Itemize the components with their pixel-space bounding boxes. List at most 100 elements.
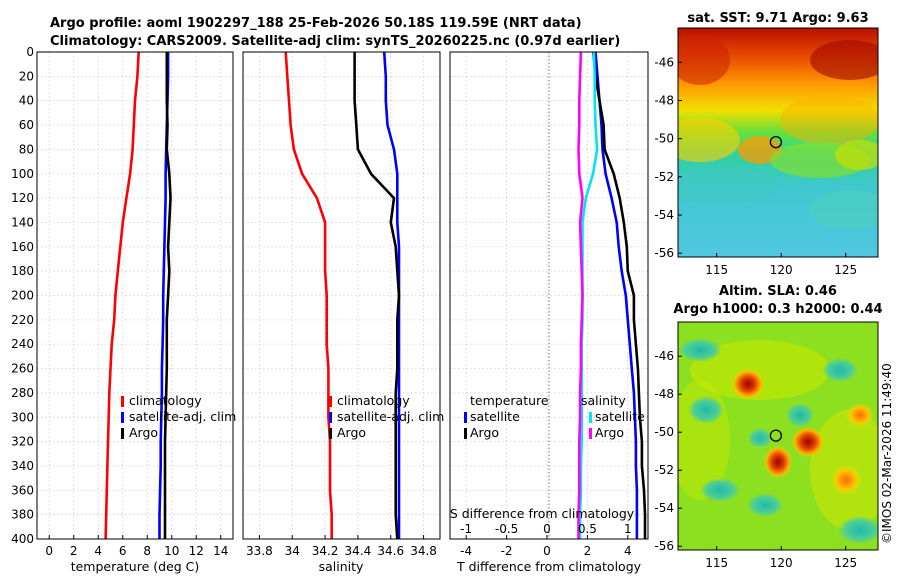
series-salinity-argo [577,51,584,539]
lat-label: -52 [654,170,674,184]
lat-label: -48 [654,94,674,108]
legend-swatch-climatology [329,396,332,407]
difference-frame [449,51,649,540]
legend-s-satellite: satellite [595,409,645,424]
legend-title-temperature: temperature [470,393,549,408]
x-tick-label: 34.4 [345,544,372,558]
legend-title-salinity: salinity [581,393,626,408]
lon-label: 120 [770,556,793,570]
legend-s-argo: Argo [595,425,624,440]
x-tick-label: 33.8 [246,544,273,558]
depth-tick-label: 40 [19,94,34,108]
lat-label: -46 [654,349,674,363]
x-tick-label: 12 [189,544,204,558]
depth-tick-label: 300 [11,410,34,424]
sla-map-subtitle: Argo h1000: 0.3 h2000: 0.44 [673,302,882,317]
legend-argo: Argo [337,425,366,440]
depth-tick-labels: 0 20 40 60 80 100 120 140 160 180 200 220 240 260 280 3… [11,45,34,546]
salinity-grid [243,51,440,540]
x-tick-label: 14 [213,544,228,558]
x-tick-label: 34.2 [312,544,339,558]
legend-satellite-adj: satellite-adj. clim [129,409,236,424]
argo-location-marker [769,135,783,149]
s-tick-label: 0 [543,522,551,536]
sst-map-title: sat. SST: 9.71 Argo: 9.63 [687,11,868,26]
salinity-legend: climatology satellite-adj. clim Argo [329,393,444,440]
legend-swatch-climatology [121,396,124,407]
t-difference-xlabel: T difference from climatology [456,559,642,574]
series-climatology [104,51,140,540]
legend-t-argo: Argo [470,425,499,440]
salinity-frame [242,51,441,540]
x-tick-label: 10 [164,544,179,558]
depth-tick-label: 320 [11,435,34,449]
sla-map: Altim. SLA: 0.46 Argo h1000: 0.3 h2000: … [654,284,882,570]
temperature-xlabel: temperature (deg C) [71,559,200,574]
salinity-panel: 33.8 34 34.2 34.4 34.6 34.8 salinity climatol… [242,51,444,574]
s-tick-label: 1 [624,522,632,536]
s-tick-label: -0.5 [495,522,518,536]
lat-label: -46 [654,55,674,69]
x-tick-label: 0 [543,544,551,558]
x-tick-label: 34.8 [410,544,437,558]
depth-tick-label: 360 [11,483,34,497]
s-difference-tick-labels: -1 -0.5 0 0.5 1 [460,522,631,536]
lat-label: -54 [654,501,674,515]
legend-t-satellite: satellite [470,409,520,424]
depth-tick-label: 180 [11,264,34,278]
sla-lat-labels: -46 -48 -50 -52 -54 -56 [654,349,682,553]
depth-tick-label: 120 [11,191,34,205]
legend-swatch-t-satellite [464,412,467,423]
depth-tick-label: 340 [11,459,34,473]
depth-tick-label: 380 [11,508,34,522]
difference-panel: -4 -2 0 2 4 -1 -0.5 0 0.5 1 S difference from cl… [449,51,649,574]
lon-label: 115 [705,556,728,570]
salinity-series [284,51,401,540]
lat-label: -50 [654,425,674,439]
sst-field [678,28,878,257]
sla-field [678,322,878,550]
lon-label: 120 [770,263,793,277]
sla-map-title: Altim. SLA: 0.46 [719,284,837,299]
temperature-series [104,51,172,540]
lat-label: -56 [654,246,674,260]
depth-tick-label: 100 [11,167,34,181]
x-tick-label: 4 [94,544,102,558]
legend-swatch-s-argo [589,428,592,439]
difference-series [577,51,647,539]
temperature-tick-labels: 0 2 4 6 8 10 12 14 [45,544,228,558]
salinity-xlabel: salinity [319,559,364,574]
depth-tick-label: 160 [11,240,34,254]
lat-label: -50 [654,132,674,146]
legend-swatch-argo [329,428,332,439]
temperature-panel: 0204060801001201401601802002202402602803… [11,45,236,574]
depth-tick-label: 260 [11,362,34,376]
argo-location-marker [769,429,783,442]
sst-lon-labels: 115 120 125 [705,253,857,277]
x-tick-label: 34 [285,544,300,558]
depth-tick-label: 80 [19,142,34,156]
depth-tick-label: 60 [19,118,34,132]
t-difference-tick-labels: -4 -2 0 2 4 [460,544,631,558]
depth-tick-label: 140 [11,215,34,229]
legend-swatch-satellite [121,412,124,423]
x-tick-label: 0 [45,544,53,558]
s-difference-label: S difference from climatology [450,506,635,521]
header-line1: Argo profile: aoml 1902297_188 25-Feb-20… [50,16,582,31]
sst-lat-labels: -46 -48 -50 -52 -54 -56 [654,55,682,260]
series-temperature-argo [592,51,647,539]
lon-label: 125 [834,263,857,277]
x-tick-label: 8 [143,544,151,558]
legend-swatch-s-satellite [589,412,592,423]
imos-stamp: ©IMOS 02-Mar-2026 11:49:40 [880,363,894,544]
sla-map-frame [677,321,879,551]
header-line2: Climatology: CARS2009. Satellite-adj cli… [50,34,620,49]
x-tick-label: 2 [70,544,78,558]
salinity-tick-labels: 33.8 34 34.2 34.4 34.6 34.8 [246,544,437,558]
sla-lon-labels: 115 120 125 [705,546,857,570]
legend-argo: Argo [129,425,158,440]
depth-tick-label: 200 [11,289,34,303]
difference-legend: temperature satellite Argo salinity sate… [464,393,645,440]
depth-tick-label: 400 [11,532,34,546]
x-tick-label: 34.6 [377,544,404,558]
